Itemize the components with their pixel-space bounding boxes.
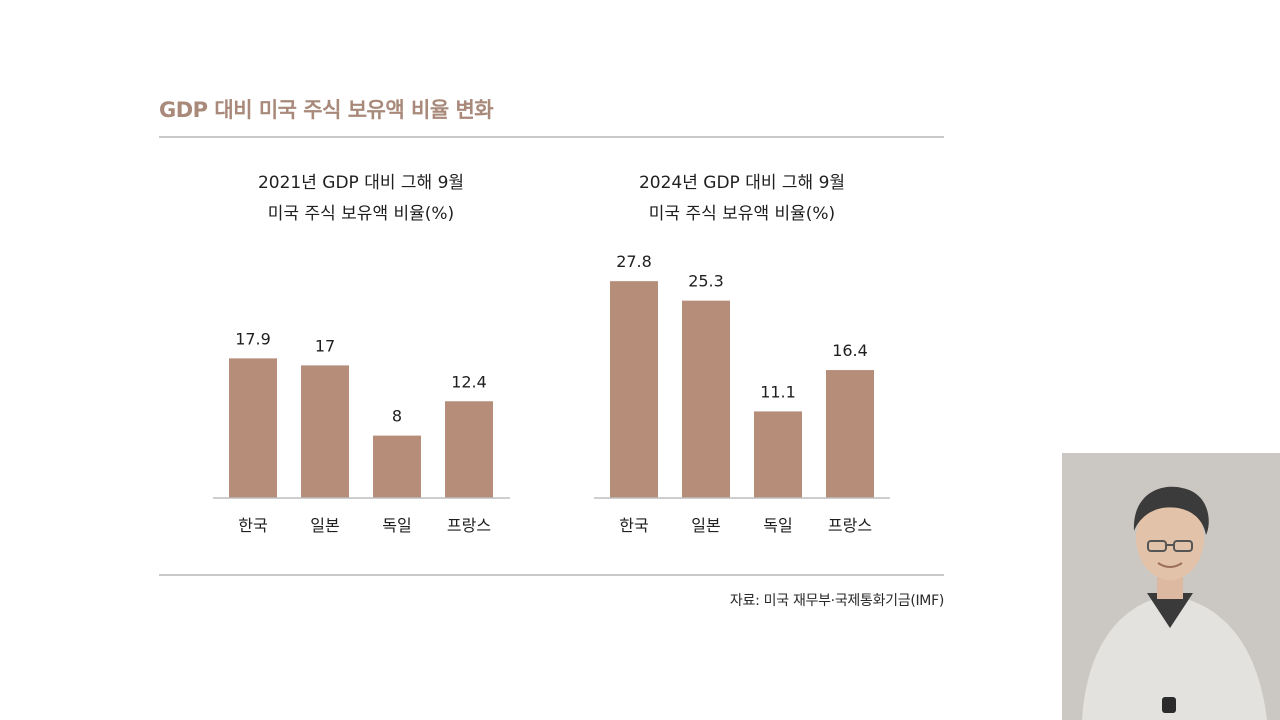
chart-1-category-label-2: 일본 [310, 516, 339, 535]
bottom-divider [159, 574, 944, 576]
chart-2-title-line-1: 2024년 GDP 대비 그해 9월 [639, 173, 845, 193]
chart-1-value-label-4: 12.4 [451, 372, 487, 391]
chart-2-category-label-1: 한국 [619, 516, 648, 535]
chart-2-value-label-1: 27.8 [616, 252, 652, 271]
chart-2-value-label-4: 16.4 [832, 341, 868, 360]
chart-1-bar-4 [445, 401, 493, 498]
chart-1-title-line-1: 2021년 GDP 대비 그해 9월 [258, 173, 464, 193]
chart-2-bar-2 [682, 300, 730, 498]
chart-1-bar-3 [373, 435, 421, 498]
chart-2-value-label-3: 11.1 [760, 382, 796, 401]
presenter-webcam [1062, 453, 1280, 720]
chart-1-value-label-2: 17 [315, 336, 335, 355]
chart-2-bar-1 [610, 281, 658, 498]
chart-1-value-label-1: 17.9 [235, 329, 271, 348]
source-note: 자료: 미국 재무부·국제통화기금(IMF) [729, 593, 944, 609]
chart-2-bar-4 [826, 370, 874, 498]
chart-1-title-line-2: 미국 주식 보유액 비율(%) [268, 204, 454, 224]
chart-2-title-line-2: 미국 주식 보유액 비율(%) [649, 204, 835, 224]
chart-2-value-label-2: 25.3 [688, 272, 724, 291]
chart-2-category-label-2: 일본 [691, 516, 720, 535]
chart-2-category-label-3: 독일 [763, 516, 792, 535]
page-title: GDP 대비 미국 주식 보유액 비율 변화 [159, 98, 494, 122]
chart-2-bar-3 [754, 411, 802, 498]
chart-1-bar-1 [229, 358, 277, 498]
chart-1-value-label-3: 8 [392, 407, 402, 426]
chart-2-category-label-4: 프랑스 [828, 516, 872, 535]
chart-1-category-label-3: 독일 [382, 516, 411, 535]
top-divider [159, 136, 944, 138]
presenter-image [1062, 453, 1280, 720]
chart-1-category-label-1: 한국 [238, 516, 267, 535]
chart-1-bar-2 [301, 365, 349, 498]
chart-1-category-label-4: 프랑스 [447, 516, 491, 535]
